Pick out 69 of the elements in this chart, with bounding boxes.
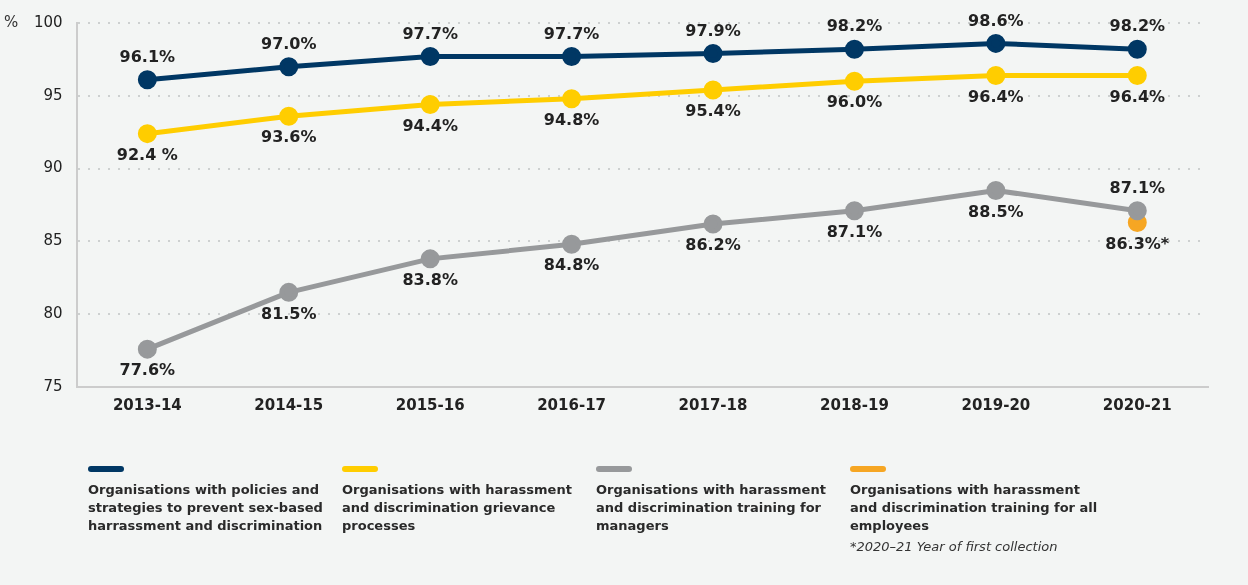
point — [137, 70, 157, 90]
data-label: 98.2% — [826, 16, 883, 36]
data-label: 88.5% — [968, 201, 1024, 221]
data-label: 86.2% — [685, 235, 741, 255]
point — [1127, 201, 1147, 221]
data-label: 87.1% — [826, 221, 883, 241]
data-label: 95.4% — [685, 101, 741, 121]
point — [279, 106, 299, 126]
data-label: 96.1% — [119, 46, 176, 66]
point — [986, 180, 1006, 200]
data-label: 97.7% — [543, 23, 600, 43]
point — [986, 65, 1006, 85]
x-tick-label: 2020-21 — [1102, 395, 1172, 414]
data-label: 93.6% — [261, 127, 317, 147]
point — [562, 234, 582, 254]
point — [562, 89, 582, 109]
y-tick-label: 100 — [33, 12, 63, 31]
x-tick-label: 2016-17 — [537, 395, 607, 414]
data-label: 97.0% — [261, 33, 317, 53]
y-axis-title: % — [4, 12, 19, 31]
data-label: 97.7% — [402, 23, 458, 43]
y-tick-label: 95 — [43, 85, 63, 104]
point — [844, 39, 864, 59]
data-label: 94.8% — [543, 109, 600, 129]
data-label: 87.1% — [1109, 177, 1166, 197]
data-label: 94.4% — [402, 115, 458, 135]
data-label: 96.0% — [826, 92, 883, 112]
point — [703, 80, 723, 100]
point — [279, 282, 299, 302]
y-tick-label: 80 — [43, 304, 63, 323]
x-tick-label: 2019-20 — [961, 395, 1031, 414]
legend-label: Organisations with policies and strategies to prevent sex-based harrassment and discrimination — [88, 481, 324, 535]
point — [1127, 65, 1147, 85]
data-label: 84.8% — [543, 255, 600, 275]
point — [562, 46, 582, 66]
data-label: 96.4% — [968, 86, 1024, 106]
x-tick-label: 2013-14 — [112, 395, 182, 414]
point — [1127, 39, 1147, 59]
point — [986, 33, 1006, 53]
point — [703, 44, 723, 64]
legend-label: Organisations with harassment and discrimination grievance processes — [342, 481, 573, 535]
point — [137, 124, 157, 144]
point — [420, 249, 440, 269]
data-label: 77.6% — [119, 360, 176, 380]
y-tick-label: 75 — [43, 376, 63, 395]
y-tick-label: 85 — [43, 231, 63, 250]
point — [137, 339, 157, 359]
data-label: 97.9% — [685, 20, 741, 40]
x-tick-label: 2017-18 — [678, 395, 748, 414]
point — [844, 201, 864, 221]
text: *2020–21 Year of first collection — [850, 539, 1059, 554]
point — [420, 95, 440, 115]
legend-label: Organisations with harassment and discrimination training for managers — [596, 481, 827, 535]
x-tick-label: 2015-16 — [395, 395, 465, 414]
y-tick-label: 90 — [43, 158, 63, 177]
x-tick-label: 2018-19 — [820, 395, 889, 414]
point — [844, 71, 864, 91]
x-tick-label: 2014-15 — [254, 395, 324, 414]
point — [420, 46, 440, 66]
data-label: 98.2% — [1109, 16, 1166, 36]
data-label: 96.4% — [1109, 86, 1166, 106]
legend-label: Organisations with harassment and discrimination training for all employees — [850, 481, 1099, 535]
data-label: 83.8% — [402, 270, 458, 290]
point — [703, 214, 723, 234]
data-label: 92.4 % — [116, 144, 178, 164]
data-label: 81.5% — [261, 303, 317, 323]
point — [279, 57, 299, 77]
data-label: 98.6% — [968, 10, 1024, 30]
data-label: 86.3%* — [1105, 233, 1170, 253]
